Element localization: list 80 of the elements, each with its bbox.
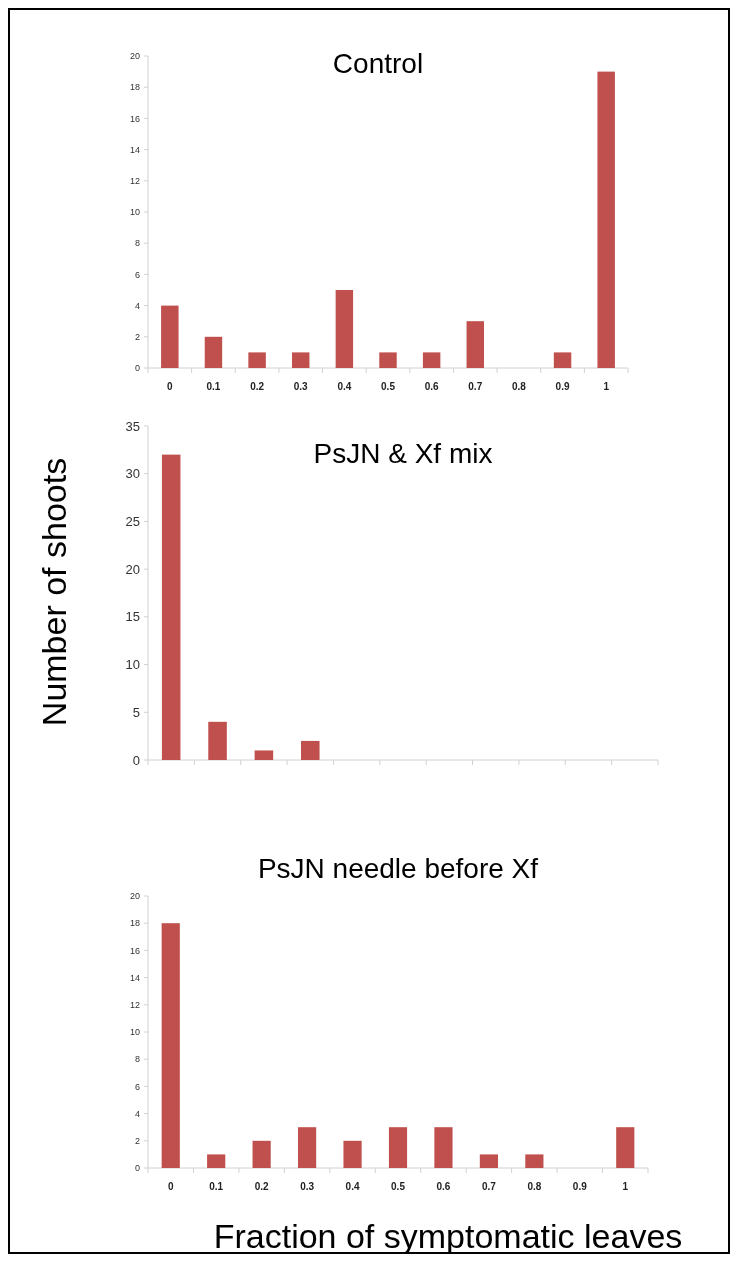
bar	[254, 750, 274, 760]
bar	[207, 1154, 226, 1168]
y-tick-label: 20	[129, 891, 140, 902]
x-tick-label: 0.3	[293, 381, 309, 392]
bar	[434, 1127, 453, 1168]
x-tick-label: 0.4	[345, 1181, 360, 1192]
x-tick-label: 0.7	[468, 381, 483, 392]
y-tick-label: 8	[134, 238, 140, 249]
y-tick-label: 10	[129, 207, 140, 218]
y-tick-label: 20	[129, 51, 140, 62]
bar	[204, 336, 223, 368]
y-tick-label: 35	[125, 418, 140, 434]
y-tick-label: 12	[129, 999, 140, 1010]
bar	[298, 1127, 317, 1168]
bar	[525, 1154, 544, 1168]
bar	[252, 1140, 271, 1168]
bar	[379, 352, 397, 368]
chart-title: PsJN & Xf mix	[313, 438, 493, 469]
x-tick-label: 0.5	[391, 1181, 406, 1192]
x-tick-label: 0.1	[206, 381, 221, 392]
y-tick-label: 0	[134, 1163, 140, 1174]
bar	[616, 1127, 635, 1168]
bar	[422, 352, 441, 368]
bar	[161, 305, 179, 368]
x-tick-label: 0.9	[572, 1181, 588, 1192]
y-tick-label: 30	[125, 466, 140, 482]
x-tick-label: 0.4	[337, 381, 352, 392]
x-tick-label: 0	[167, 381, 174, 392]
y-tick-label: 18	[129, 918, 140, 929]
y-tick-label: 6	[134, 1081, 140, 1092]
bar	[301, 740, 320, 760]
y-tick-label: 6	[134, 269, 140, 280]
y-tick-label: 15	[125, 609, 140, 625]
bar	[161, 454, 181, 760]
chart-title: Control	[332, 48, 424, 79]
y-tick-label: 16	[129, 113, 140, 124]
x-tick-label: 0.2	[254, 1181, 270, 1192]
bar	[553, 352, 572, 368]
y-tick-label: 10	[129, 1027, 140, 1038]
y-tick-label: 2	[134, 331, 140, 342]
y-tick-label: 10	[125, 657, 140, 673]
x-tick-label: 0.6	[424, 381, 440, 392]
y-tick-label: 4	[134, 1108, 140, 1119]
x-tick-label: 0	[167, 1181, 174, 1192]
bar	[208, 721, 227, 760]
x-tick-label: 0.5	[381, 381, 396, 392]
x-tick-label: 0.7	[481, 1181, 497, 1192]
y-tick-label: 20	[125, 561, 140, 577]
y-tick-label: 0	[132, 752, 140, 768]
bar	[388, 1127, 408, 1168]
y-tick-label: 12	[129, 175, 140, 186]
y-tick-label: 0	[134, 363, 140, 374]
y-tick-label: 2	[134, 1135, 140, 1146]
x-tick-label: 1	[622, 1181, 629, 1192]
y-tick-label: 14	[129, 144, 140, 155]
bar	[335, 290, 354, 368]
bar	[343, 1140, 362, 1168]
x-tick-label: 0.8	[527, 1181, 542, 1192]
bar	[248, 352, 266, 368]
x-tick-label: 1	[603, 381, 610, 392]
y-tick-label: 25	[125, 513, 140, 529]
x-tick-label: 0.8	[511, 381, 527, 392]
y-tick-label: 18	[129, 82, 140, 93]
x-tick-label: 0.9	[555, 381, 570, 392]
y-tick-label: 4	[134, 300, 140, 311]
y-tick-label: 14	[129, 972, 140, 983]
bar	[597, 71, 615, 368]
y-tick-label: 5	[132, 704, 140, 720]
x-tick-label: 0.2	[250, 381, 265, 392]
x-tick-label: 0.1	[209, 1181, 224, 1192]
bar	[292, 352, 310, 368]
y-tick-label: 8	[134, 1054, 140, 1065]
y-tick-label: 16	[129, 945, 140, 956]
bar	[466, 321, 484, 368]
bar	[161, 923, 180, 1168]
y-axis-title: Number of shoots	[35, 457, 73, 727]
x-tick-label: 0.3	[300, 1181, 315, 1192]
chart-title: PsJN needle before Xf	[257, 853, 539, 884]
bar	[479, 1154, 498, 1168]
x-tick-label: 0.6	[436, 1181, 451, 1192]
